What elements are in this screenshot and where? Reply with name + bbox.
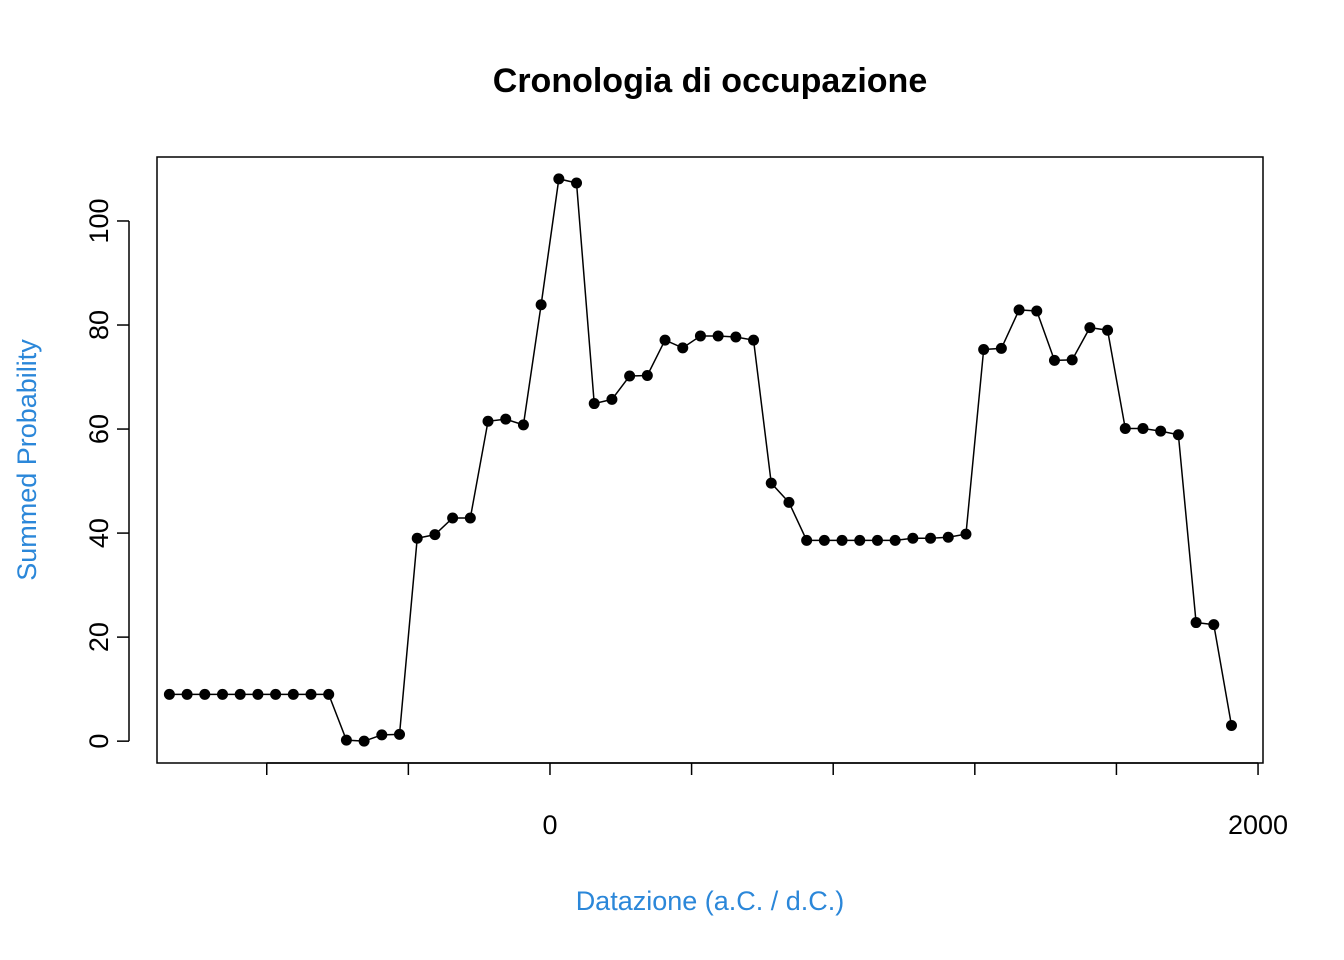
y-tick-label: 100 [84,198,114,243]
data-point [677,342,689,354]
data-point [712,330,724,342]
x-tick-label: 0 [542,810,557,840]
data-point [411,532,423,544]
data-point [889,534,901,546]
x-axis-label: Datazione (a.C. / d.C.) [576,886,845,916]
data-point [553,173,565,185]
data-point [730,331,742,343]
data-point [1137,423,1149,435]
data-point [606,393,618,405]
data-point [1155,425,1167,437]
data-point [748,334,760,346]
data-point [394,728,406,740]
data-point [854,534,866,546]
x-tick-label: 2000 [1228,810,1288,840]
data-point [500,413,512,425]
data-point [571,177,583,189]
data-point [323,688,335,700]
data-point [1172,429,1184,441]
data-point [482,415,494,427]
data-point [659,334,671,346]
data-point [694,330,706,342]
data-line [169,177,1233,742]
data-point [535,299,547,311]
data-point [818,534,830,546]
data-point [181,688,193,700]
data-point [624,370,636,382]
plot-box [156,156,1264,764]
data-point [216,688,228,700]
data-point [1084,322,1096,334]
data-point [783,496,795,508]
data-point [871,534,883,546]
data-point [836,534,848,546]
data-point [1031,305,1043,317]
data-point [199,688,211,700]
data-point [305,688,317,700]
data-point [1119,423,1131,435]
data-point [287,688,299,700]
data-point [340,734,352,746]
data-point [163,688,175,700]
data-point [517,419,529,431]
data-point [270,688,282,700]
data-point [641,369,653,381]
y-tick-label: 80 [84,310,114,340]
data-point [429,529,441,541]
y-tick-label: 40 [84,518,114,548]
data-point [588,398,600,410]
y-tick-label: 60 [84,414,114,444]
data-point [1066,354,1078,366]
data-point [1190,617,1202,629]
data-point [801,534,813,546]
data-point [234,688,246,700]
data-point [358,735,370,747]
data-point [1102,324,1114,336]
y-tick-label: 0 [84,734,114,749]
data-point [1225,720,1237,732]
data-point [464,512,476,524]
data-point [907,532,919,544]
data-point [960,528,972,540]
data-point [1208,619,1220,631]
data-point [252,688,264,700]
y-tick-label: 20 [84,622,114,652]
y-axis-label: Summed Probability [12,339,42,581]
data-point [765,477,777,489]
data-point [447,512,459,524]
data-point [978,343,990,355]
data-point [925,532,937,544]
data-point [376,729,388,741]
data-point [1013,304,1025,316]
chart-title: Cronologia di occupazione [493,62,927,100]
data-point [942,531,954,543]
data-point [995,342,1007,354]
data-point [1048,354,1060,366]
